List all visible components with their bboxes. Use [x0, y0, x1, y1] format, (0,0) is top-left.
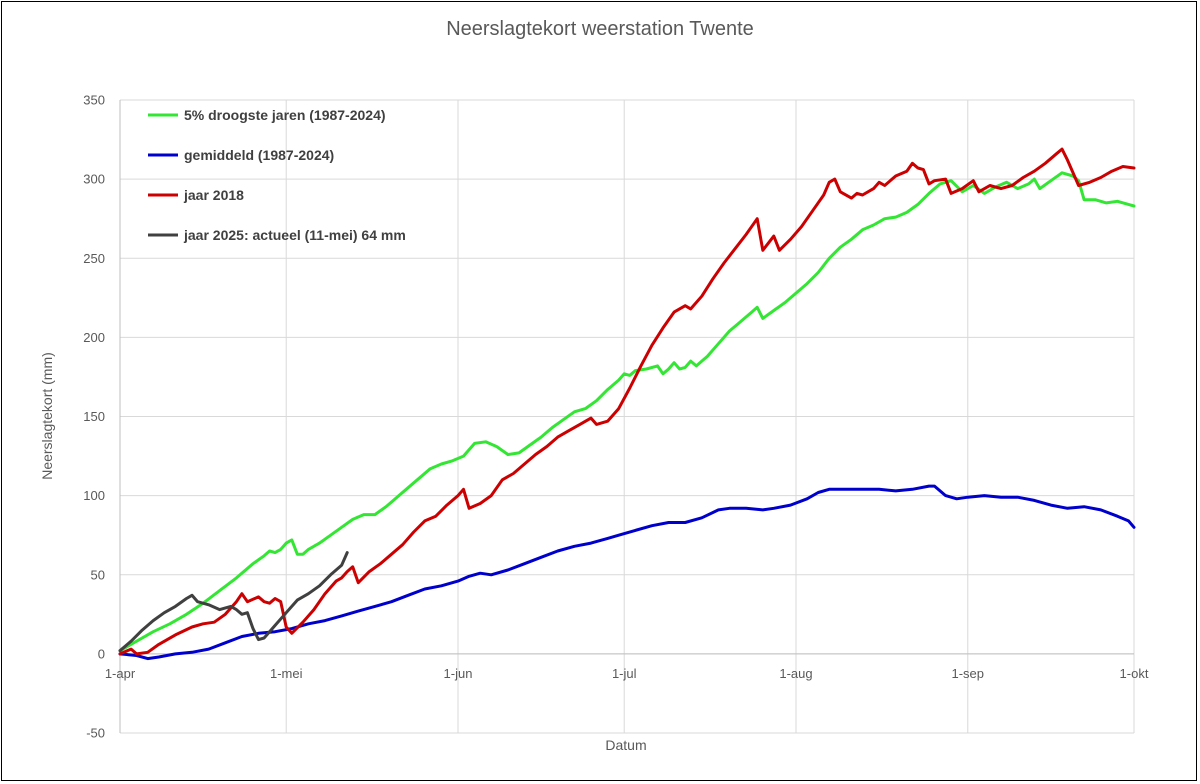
y-tick-label: 300: [83, 172, 105, 187]
x-tick-label: 1-jul: [612, 666, 637, 681]
y-tick-label: 250: [83, 251, 105, 266]
y-axis-ticks: -50 0 50 100 150 200 250 300 350: [83, 93, 105, 741]
y-tick-label: 50: [91, 567, 105, 582]
legend-label: jaar 2025: actueel (11-mei) 64 mm: [183, 227, 406, 243]
y-tick-label: 200: [83, 330, 105, 345]
series-line-2: [118, 484, 1136, 661]
gridlines: [119, 99, 1135, 734]
y-tick-label: 350: [83, 93, 105, 108]
series-line-1: [118, 171, 1136, 653]
x-tick-label: 1-mei: [270, 666, 303, 681]
series-line-4: [118, 551, 349, 653]
x-tick-label: 1-sep: [952, 666, 985, 681]
x-tick-label: 1-aug: [779, 666, 812, 681]
y-tick-label: 150: [83, 409, 105, 424]
series-lines: [118, 147, 1136, 661]
legend-label: gemiddeld (1987-2024): [184, 147, 334, 163]
y-tick-label: 0: [98, 646, 105, 661]
x-tick-label: 1-okt: [1120, 666, 1149, 681]
legend-label: jaar 2018: [183, 187, 244, 203]
x-axis-title: Datum: [605, 737, 646, 753]
y-axis-title: Neerslagtekort (mm): [39, 352, 55, 480]
x-tick-label: 1-apr: [105, 666, 136, 681]
chart-title: Neerslagtekort weerstation Twente: [446, 18, 754, 40]
legend-label: 5% droogste jaren (1987-2024): [184, 107, 386, 123]
legend: 5% droogste jaren (1987-2024) gemiddeld (…: [148, 107, 406, 243]
x-tick-label: 1-jun: [444, 666, 473, 681]
y-tick-label: 100: [83, 488, 105, 503]
y-tick-label: -50: [86, 726, 105, 741]
series-line-3: [118, 147, 1136, 656]
x-axis-ticks: 1-apr 1-mei 1-jun 1-jul 1-aug 1-sep 1-okt: [105, 666, 1149, 681]
